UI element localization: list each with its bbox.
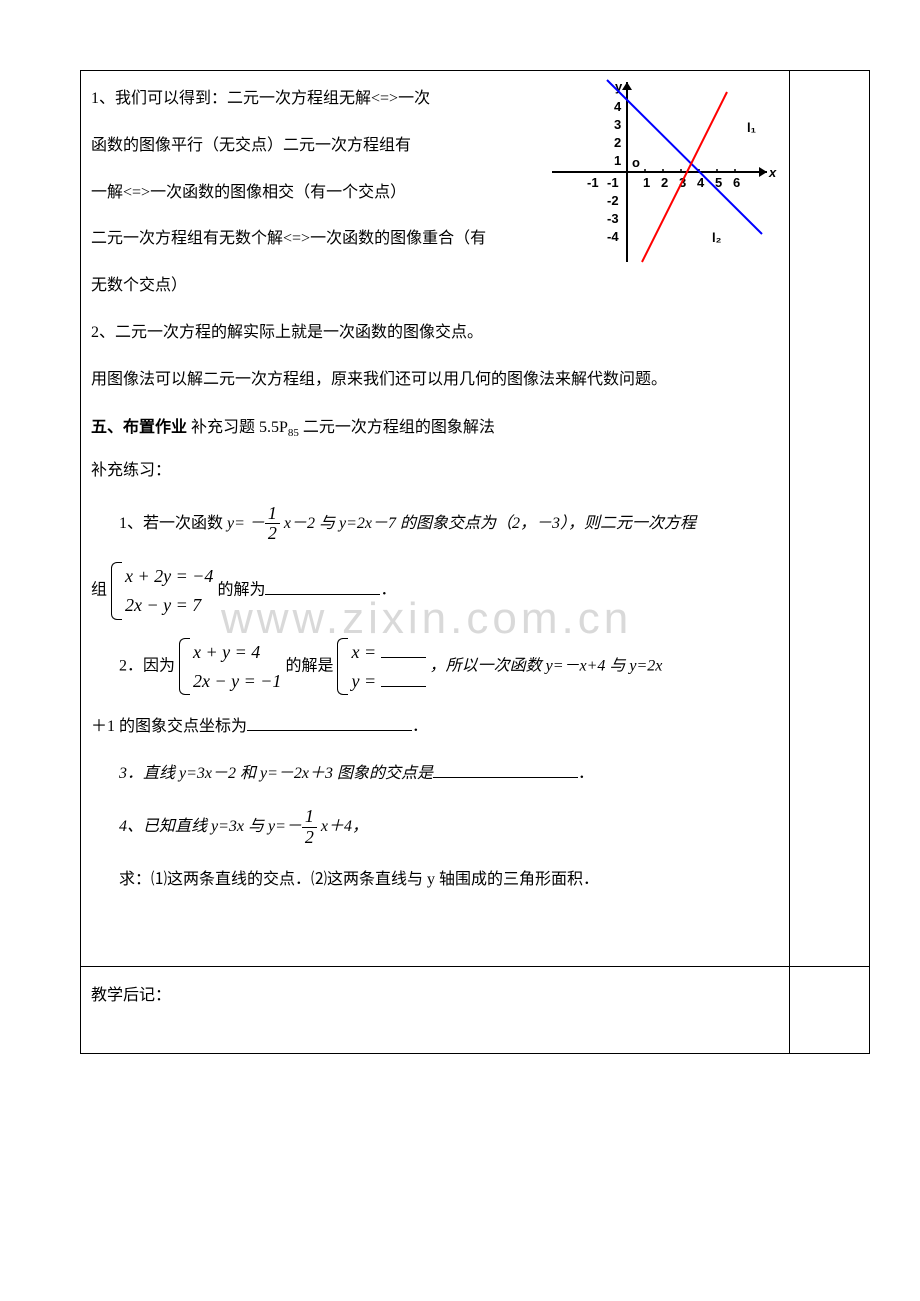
supp-q1-line1: 1、若一次函数 y= －12 x－2 与 y=2x－7 的图象交点为（2，－3）… <box>91 504 779 545</box>
teaching-notes-label: 教学后记： <box>91 987 171 1004</box>
svg-text:-1: -1 <box>607 175 619 190</box>
teaching-notes-cell: 教学后记： <box>81 967 790 1054</box>
para-6: 2、二元一次方程的解实际上就是一次函数的图像交点。 <box>91 319 779 348</box>
system-2b: x = y = <box>337 638 425 696</box>
svg-text:2: 2 <box>661 175 668 190</box>
svg-text:-2: -2 <box>607 193 619 208</box>
svg-text:1: 1 <box>614 153 621 168</box>
svg-text:1: 1 <box>643 175 650 190</box>
svg-text:-1: -1 <box>587 175 599 190</box>
svg-text:2: 2 <box>614 135 621 150</box>
svg-text:4: 4 <box>614 99 622 114</box>
section5-sub: 85 <box>288 427 299 439</box>
section5-title: 五、布置作业 <box>91 419 187 436</box>
q2-blank-x <box>381 657 426 658</box>
svg-text:o: o <box>632 155 640 170</box>
margin-column-2 <box>790 967 870 1054</box>
watermark: www.zixin.com.cn <box>221 594 632 644</box>
supp-q2-line1: 2．因为 x + y = 4 2x − y = −1 的解是 x = y = ，… <box>91 638 779 696</box>
section5-after: 二元一次方程组的图象解法 <box>299 419 495 436</box>
q2-blank-point <box>247 730 412 731</box>
svg-text:6: 6 <box>733 175 740 190</box>
supp-title: 补充练习： <box>91 457 779 486</box>
section5-text: 补充习题 5.5P <box>187 419 288 436</box>
svg-text:-4: -4 <box>607 229 619 244</box>
supp-q3: 3．直线 y=3x－2 和 y=－2x＋3 图象的交点是． <box>91 760 779 789</box>
svg-text:x: x <box>768 165 777 180</box>
para-5: 无数个交点） <box>91 272 779 301</box>
svg-text:3: 3 <box>614 117 621 132</box>
margin-column <box>790 71 870 967</box>
q3-blank <box>433 777 578 778</box>
supp-q4-line2: 求：⑴这两条直线的交点．⑵这两条直线与 y 轴围成的三角形面积． <box>91 866 779 895</box>
system-1: x + 2y = −4 2x − y = 7 <box>111 562 213 620</box>
svg-text:l₂: l₂ <box>712 230 722 245</box>
system-2a: x + y = 4 2x − y = −1 <box>179 638 281 696</box>
svg-text:l₁: l₁ <box>747 120 756 135</box>
supp-q2-line2: ＋1 的图象交点坐标为． <box>91 713 779 742</box>
para-7: 用图像法可以解二元一次方程组，原来我们还可以用几何的图像法来解代数问题。 <box>91 366 779 395</box>
svg-text:-3: -3 <box>607 211 619 226</box>
supp-q4-line1: 4、已知直线 y=3x 与 y=－12 x＋4， <box>91 807 779 848</box>
q2-blank-y <box>381 686 426 687</box>
graph: x y o 4 3 2 1 -1 -2 -3 <box>547 77 777 267</box>
section-homework-title: 五、布置作业 补充习题 5.5P85 二元一次方程组的图象解法 <box>91 413 779 439</box>
